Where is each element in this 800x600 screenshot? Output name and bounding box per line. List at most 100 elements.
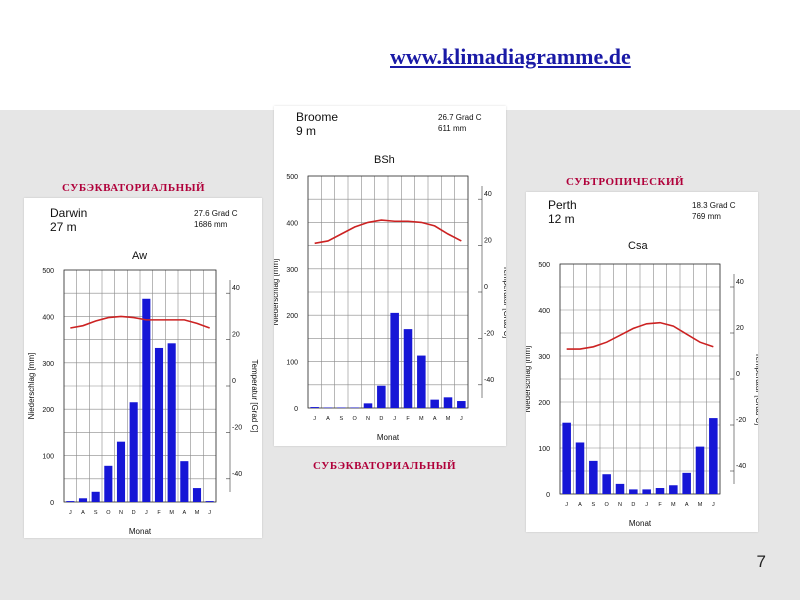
precipitation-bar (575, 442, 585, 494)
precipitation-bar (116, 441, 126, 502)
annual-precipitation: 611 mm (438, 124, 467, 133)
y-axis-label: Niederschlag [mm] (27, 353, 36, 420)
x-tick-label: F (658, 502, 662, 508)
y2-tick-label: -20 (736, 417, 746, 424)
x-tick-label: A (182, 510, 186, 516)
x-tick-label: J (460, 416, 463, 422)
x-tick-label: J (69, 510, 72, 516)
x-tick-label: S (94, 510, 98, 516)
station-name: Perth (548, 198, 577, 212)
x-tick-label: A (578, 502, 582, 508)
precipitation-bar (104, 465, 113, 502)
slide-number: 7 (756, 552, 766, 571)
x-tick-label: O (353, 416, 358, 422)
x-tick-label: M (698, 502, 703, 508)
site-link[interactable]: www.klimadiagramme.de (390, 44, 631, 69)
y-tick-label: 100 (42, 454, 54, 461)
y2-tick-label: 40 (232, 285, 240, 292)
y-tick-label: 300 (42, 361, 54, 368)
temperature-line (314, 219, 462, 245)
x-tick-label: J (393, 416, 396, 422)
x-tick-label: J (565, 502, 568, 508)
y-tick-label: 0 (546, 492, 550, 499)
x-tick-label: N (366, 416, 370, 422)
y2-tick-label: 20 (232, 332, 240, 339)
x-tick-label: D (132, 510, 136, 516)
x-tick-label: M (671, 502, 676, 508)
precipitation-bar (430, 399, 439, 408)
precipitation-bars (562, 418, 718, 494)
y2-tick-label: -40 (232, 471, 242, 478)
climate-diagram-perth: Perth 12 m 18.3 Grad C 769 mm Csa 0 100 20… (526, 192, 758, 532)
precipitation-bar (129, 402, 138, 502)
precipitation-bars (66, 298, 214, 502)
x-tick-label: A (685, 502, 689, 508)
x-tick-label: M (195, 510, 200, 516)
precipitation-bar (589, 460, 598, 494)
x-tick-label: J (208, 510, 211, 516)
precipitation-bar (205, 501, 214, 502)
precipitation-bar (192, 488, 202, 502)
station-elevation: 9 m (296, 124, 317, 138)
temperature-line (566, 321, 714, 350)
x-tick-label: O (605, 502, 610, 508)
climate-class: Csa (628, 240, 648, 252)
precipitation-bar (66, 501, 75, 502)
precipitation-bar (669, 485, 678, 494)
x-tick-label: M (419, 416, 424, 422)
y-axis-label: Niederschlag [mm] (274, 259, 280, 326)
precipitation-bar (602, 474, 611, 494)
y-axis-label: Niederschlag [mm] (526, 346, 532, 413)
precipitation-bar (695, 446, 705, 494)
y-tick-label: 400 (286, 220, 298, 227)
x-tick-label: F (157, 510, 161, 516)
x-tick-label: A (81, 510, 85, 516)
y2-tick-label: -40 (736, 463, 746, 470)
y2-tick-label: 40 (484, 191, 492, 198)
plot-frame (307, 175, 469, 409)
climate-class: BSh (374, 154, 395, 166)
y-tick-label: 0 (294, 406, 298, 413)
precipitation-bar (154, 347, 164, 502)
x-tick-label: D (631, 502, 635, 508)
x-tick-label: M (169, 510, 174, 516)
background-top (0, 0, 800, 110)
precipitation-bar (417, 355, 426, 408)
station-elevation: 12 m (548, 212, 575, 226)
station-name: Darwin (50, 206, 88, 220)
y-tick-label: 200 (538, 400, 550, 407)
climate-type-label-right: СУБТРОПИЧЕСКИЙ (566, 176, 685, 188)
annual-precipitation: 769 mm (692, 212, 721, 221)
precipitation-bar (142, 298, 151, 502)
x-tick-label: S (591, 502, 595, 508)
y2-tick-label: 40 (736, 279, 744, 286)
temperature-line (70, 315, 210, 329)
precipitation-bar (443, 397, 453, 408)
x-axis-label: Monat (129, 527, 152, 536)
chart-svg: 0 100 200 300 400 500 -40 -20 0 20 40 J A S O N D J F M A M J M… (526, 262, 758, 528)
mean-temperature: 27.6 Grad C (194, 209, 238, 218)
y-tick-label: 100 (286, 360, 298, 367)
climate-diagram-darwin: Darwin 27 m 27.6 Grad C 1686 mm Aw 0 100 2… (24, 198, 262, 538)
y-tick-label: 300 (286, 267, 298, 274)
y2-tick-label: 0 (736, 371, 740, 378)
precipitation-bar (709, 418, 718, 494)
climate-type-label-middle: СУБЭКВАТОРИАЛЬНЫЙ (313, 460, 457, 472)
climate-diagram-broome: Broome 9 m 26.7 Grad C 611 mm BSh 0 100 20… (274, 106, 506, 446)
y2-axis-label: Temperatur [Grad C] (754, 353, 758, 426)
precipitation-bar (615, 483, 625, 494)
annual-precipitation: 1686 mm (194, 220, 228, 229)
station-elevation: 27 m (50, 220, 77, 234)
y-tick-label: 300 (538, 354, 550, 361)
y-tick-label: 100 (538, 446, 550, 453)
precipitation-bar (682, 472, 691, 494)
x-tick-label: J (645, 502, 648, 508)
precipitation-bar (403, 329, 413, 408)
y-tick-label: 0 (50, 500, 54, 507)
x-tick-label: N (618, 502, 622, 508)
y-tick-label: 200 (42, 407, 54, 414)
x-tick-label: D (379, 416, 383, 422)
precipitation-bar (562, 422, 571, 494)
x-tick-label: O (106, 510, 111, 516)
y2-tick-label: -20 (484, 330, 494, 337)
